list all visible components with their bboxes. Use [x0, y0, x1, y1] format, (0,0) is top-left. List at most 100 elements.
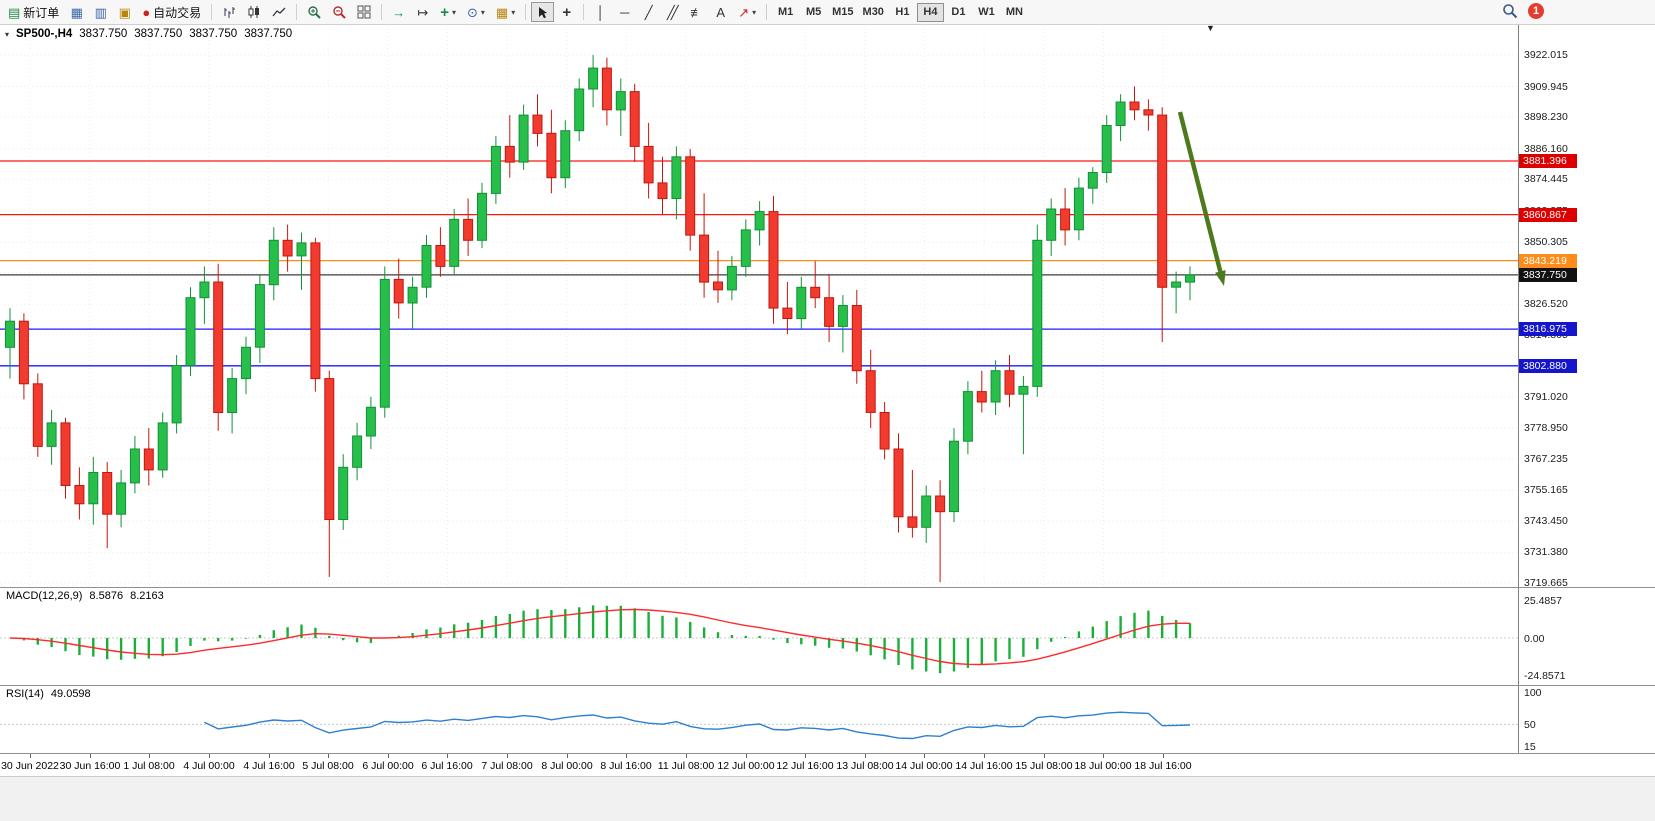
zoom-in-icon [308, 6, 321, 19]
profiles-icon: ▥ [94, 4, 107, 20]
auto-scroll-icon: → [392, 4, 406, 20]
text-tool-button[interactable]: A [709, 2, 732, 22]
bar-chart-icon [224, 7, 236, 18]
bottom-area [0, 776, 1655, 821]
vertical-line-tool-button[interactable]: │ [589, 2, 612, 22]
panel-splitter[interactable] [0, 753, 1655, 754]
panel-splitter[interactable] [0, 685, 1655, 686]
rsi-label: RSI(14) 49.0598 [6, 688, 91, 700]
timeframe-mn-button[interactable]: MN [1001, 3, 1028, 22]
time-tick [388, 754, 389, 758]
horizontal-line-tool-button[interactable]: ─ [613, 2, 636, 22]
rsi-scale-tick: 50 [1524, 719, 1536, 731]
time-tick [447, 754, 448, 758]
price-tick: 3898.230 [1524, 111, 1568, 123]
price-tick: 3719.665 [1524, 577, 1568, 589]
new-order-button[interactable]: ▤ 新订单 [3, 2, 64, 22]
main-toolbar: ▤ 新订单 ▦ ▥ ▣ ● 自动交易 [0, 0, 1655, 25]
market-watch-button[interactable]: ▣ [113, 2, 136, 22]
chevron-down-icon: ▾ [752, 7, 757, 17]
trendline-tool-button[interactable]: ╱ [637, 2, 660, 22]
templates-icon: ▦ [495, 4, 509, 20]
price-tick: 3778.950 [1524, 422, 1568, 434]
crosshair-button[interactable]: + [555, 2, 578, 22]
timeframe-m15-button[interactable]: M15 [828, 3, 857, 22]
time-tick [865, 754, 866, 758]
arrows-tool-button[interactable]: ↗ ▾ [733, 2, 761, 22]
autotrading-label: 自动交易 [153, 5, 202, 20]
price-tick: 3850.305 [1524, 236, 1568, 248]
toolbar-separator [211, 4, 213, 20]
macd-panel[interactable] [0, 588, 1518, 684]
fibonacci-tool-button[interactable]: ≢ [685, 2, 708, 22]
quote-open: 3837.750 [79, 28, 128, 40]
rsi-panel[interactable] [0, 686, 1518, 753]
chart-canvas[interactable] [0, 24, 1518, 586]
panel-splitter[interactable] [0, 587, 1655, 588]
price-line-label: 3802.880 [1519, 359, 1577, 373]
time-tick [626, 754, 627, 758]
zoom-out-button[interactable] [327, 2, 351, 22]
time-label: 18 Jul 00:00 [1074, 760, 1132, 772]
time-tick [149, 754, 150, 758]
toolbar-separator [766, 4, 768, 20]
symbol-dropdown-icon[interactable]: ▾ [5, 29, 10, 39]
price-tick: 3886.160 [1524, 143, 1568, 155]
crosshair-icon: + [562, 3, 572, 21]
charts-window-button[interactable]: ▦ [65, 2, 88, 22]
channel-tool-button[interactable]: ╱╱ [661, 2, 684, 22]
price-tick: 3874.445 [1524, 173, 1568, 185]
quote-low: 3837.750 [189, 28, 238, 40]
bar-chart-button[interactable] [217, 2, 241, 22]
price-line-label: 3843.219 [1519, 254, 1577, 268]
autotrading-button[interactable]: ● 自动交易 [137, 2, 206, 22]
price-axis[interactable]: 3922.015 3909.945 3898.230 3886.160 3874.445… [1518, 24, 1655, 754]
time-tick [90, 754, 91, 758]
time-tick [1163, 754, 1164, 758]
time-axis[interactable]: 30 Jun 2022 30 Jun 16:00 1 Jul 08:00 4 Jul … [0, 754, 1518, 776]
time-label: 8 Jul 00:00 [541, 760, 593, 772]
quote-close: 3837.750 [244, 28, 293, 40]
rsi-name: RSI(14) [6, 688, 44, 700]
toolbar-separator [525, 4, 527, 20]
timeframe-w1-button[interactable]: W1 [973, 3, 1000, 22]
chevron-down-icon: ▾ [480, 7, 485, 17]
cursor-button[interactable] [531, 2, 555, 22]
candlestick-chart-button[interactable] [242, 2, 266, 22]
rsi-chart[interactable] [0, 686, 1518, 753]
line-chart-icon [272, 7, 286, 17]
timeframe-d1-button[interactable]: D1 [945, 3, 972, 22]
time-label: 15 Jul 08:00 [1015, 760, 1073, 772]
timeframe-h1-button[interactable]: H1 [889, 3, 916, 22]
macd-chart[interactable] [0, 588, 1518, 684]
chart-shift-button[interactable]: ↦ [411, 2, 434, 22]
time-label: 4 Jul 00:00 [183, 760, 235, 772]
time-label: 6 Jul 16:00 [421, 760, 473, 772]
templates-button[interactable]: ▦ ▾ [491, 2, 520, 22]
text-tool-icon: A [716, 4, 726, 20]
search-icon[interactable] [1502, 3, 1518, 19]
time-tick [1103, 754, 1104, 758]
toolbar-right-icons: 1 [1502, 3, 1544, 19]
indicators-button[interactable]: + ▾ [435, 2, 461, 22]
zoom-in-button[interactable] [302, 2, 326, 22]
timeframe-m1-button[interactable]: M1 [772, 3, 799, 22]
auto-scroll-button[interactable]: → [387, 2, 410, 22]
tile-windows-button[interactable] [352, 2, 376, 22]
timeframe-h4-button[interactable]: H4 [916, 2, 944, 22]
timeframe-m5-button[interactable]: M5 [800, 3, 827, 22]
quote-high: 3837.750 [134, 28, 183, 40]
price-tick: 3791.020 [1524, 391, 1568, 403]
line-chart-button[interactable] [267, 2, 291, 22]
profiles-button[interactable]: ▥ [89, 2, 112, 22]
notification-badge[interactable]: 1 [1528, 3, 1544, 19]
periods-button[interactable]: ⊙ ▾ [462, 2, 490, 22]
candlestick-chart[interactable] [0, 24, 1518, 586]
chart-shift-marker[interactable]: ▼ [1206, 23, 1215, 33]
time-tick [30, 754, 31, 758]
macd-label: MACD(12,26,9) 8.5876 8.2163 [6, 590, 164, 602]
vertical-line-icon: │ [596, 4, 605, 20]
timeframe-m30-button[interactable]: M30 [859, 3, 888, 22]
macd-main-value: 8.5876 [89, 590, 124, 602]
